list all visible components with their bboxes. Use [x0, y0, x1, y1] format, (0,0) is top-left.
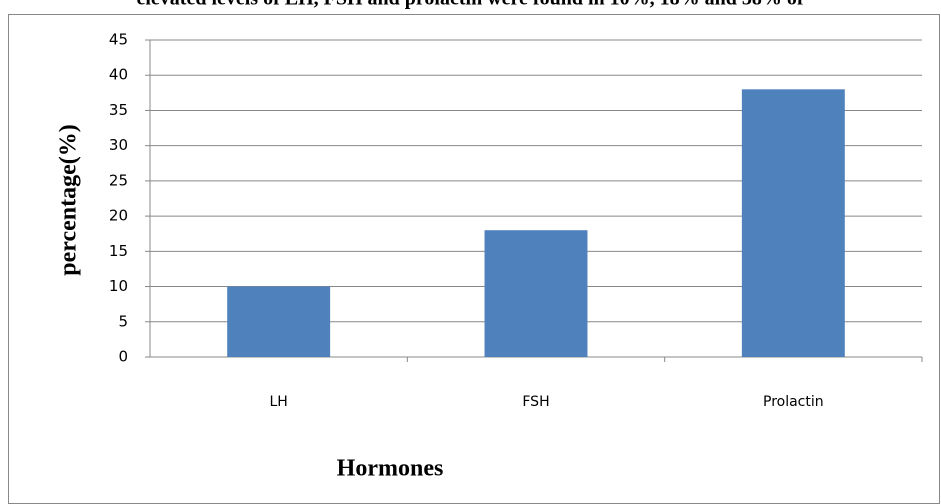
bar: [227, 286, 331, 357]
caption-fragment: elevated levels of LH, FSH and prolactin…: [136, 0, 803, 10]
bar: [741, 89, 845, 358]
y-tick-label: 35: [109, 101, 128, 119]
y-tick-label: 0: [118, 348, 128, 366]
y-tick-label: 10: [109, 277, 128, 295]
y-tick-label: 20: [109, 207, 128, 225]
bar: [484, 230, 588, 357]
y-tick-label: 15: [109, 242, 128, 260]
y-tick-label: 40: [109, 66, 128, 84]
x-tick-label: LH: [270, 394, 288, 410]
x-axis-title: Hormones: [337, 456, 444, 482]
y-tick-label: 25: [109, 171, 128, 189]
y-tick-label: 45: [109, 31, 128, 49]
y-tick-label: 5: [118, 312, 128, 330]
y-axis-title: percentage(%): [56, 124, 82, 276]
x-tick-label: Prolactin: [763, 394, 824, 410]
y-tick-label: 30: [109, 136, 128, 154]
x-tick-label: FSH: [522, 394, 549, 410]
